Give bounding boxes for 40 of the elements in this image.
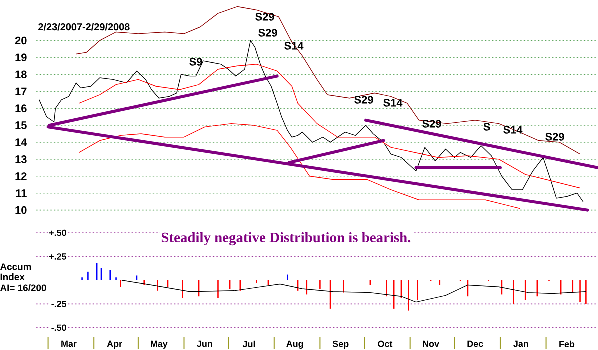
annotation: Steadily negative Distribution is bearish. [162, 232, 411, 246]
y-tick-label: +.50 [49, 230, 66, 236]
y-tick-label: 15 [16, 122, 27, 130]
text: 2/23/2007-2/29/2008 [38, 23, 130, 31]
y-tick-label: +.25 [49, 254, 67, 260]
y-tick-label: -.50 [52, 324, 66, 332]
y-tick-label: 10 [16, 206, 27, 214]
x-tick-label: Oct [378, 340, 393, 348]
annotation: S29 [546, 133, 564, 141]
annotation: S9 [190, 58, 202, 66]
text: Accum [0, 264, 32, 270]
y-tick-label: 16 [16, 104, 27, 112]
x-tick-label: Aug [286, 340, 304, 349]
y-tick-label: 13 [16, 156, 27, 164]
x-tick-label: Feb [560, 340, 575, 348]
annotation: AI= 16/200 [0, 284, 46, 292]
annotation: S [484, 123, 490, 131]
annotation: S29 [258, 29, 278, 37]
y-tick-label: 12 [16, 172, 27, 180]
y-tick-label: 11 [16, 190, 27, 198]
y-tick-label: 19 [16, 54, 27, 62]
annotation: S29 [256, 13, 274, 21]
x-tick-label: Jan [514, 340, 528, 348]
y-tick-label: 14 [16, 138, 28, 146]
x-tick-label: Apr [107, 340, 122, 349]
y-tick-label: 20 [15, 36, 27, 45]
y-tick-label: 18 [16, 70, 27, 78]
y-tick-label: -.25 [52, 301, 67, 308]
x-tick-label: Mar [62, 340, 77, 348]
text: Index [0, 274, 25, 280]
x-tick-label: May [151, 340, 168, 349]
x-tick-label: Dec [468, 340, 484, 348]
annotation: S29 [354, 96, 374, 104]
x-tick-label: Nov [423, 340, 440, 348]
x-tick-label: Sep [332, 340, 349, 350]
annotation: S29 [422, 120, 442, 128]
x-tick-label: Jul [242, 340, 256, 348]
y-tick-label: 17 [16, 88, 27, 96]
x-tick-label: Jun [197, 340, 212, 348]
annotation: S14 [384, 99, 403, 107]
